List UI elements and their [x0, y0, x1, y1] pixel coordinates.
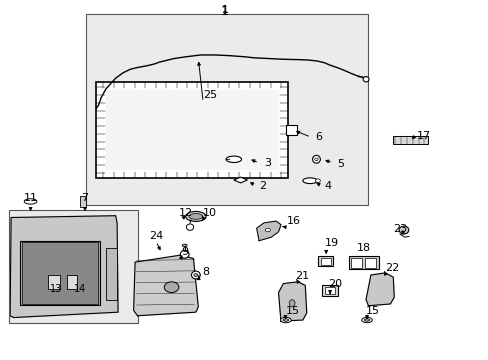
Ellipse shape: [312, 156, 320, 163]
Bar: [106, 90, 278, 170]
Text: 21: 21: [294, 271, 308, 281]
Ellipse shape: [186, 224, 193, 230]
Bar: [322, 285, 337, 296]
Ellipse shape: [398, 226, 408, 234]
Bar: [80, 196, 86, 207]
Text: 15: 15: [285, 306, 300, 316]
Ellipse shape: [364, 319, 369, 321]
Text: 17: 17: [416, 131, 430, 141]
Bar: [365, 257, 375, 267]
Text: 7: 7: [81, 193, 88, 203]
Text: 10: 10: [203, 207, 217, 217]
Text: 16: 16: [287, 216, 301, 226]
Ellipse shape: [191, 271, 200, 279]
Ellipse shape: [280, 318, 290, 323]
Ellipse shape: [185, 211, 205, 221]
Bar: [324, 287, 335, 294]
Ellipse shape: [314, 158, 318, 161]
Ellipse shape: [194, 274, 198, 276]
Polygon shape: [256, 221, 281, 241]
Polygon shape: [10, 216, 118, 318]
Ellipse shape: [283, 319, 288, 321]
Text: 1: 1: [221, 5, 228, 18]
Ellipse shape: [225, 156, 241, 162]
Text: 20: 20: [327, 279, 341, 289]
Text: 11: 11: [23, 193, 38, 203]
Polygon shape: [366, 273, 393, 306]
Ellipse shape: [302, 178, 317, 184]
Ellipse shape: [180, 250, 189, 258]
Text: 23: 23: [392, 224, 407, 234]
Bar: [47, 275, 60, 289]
Text: 18: 18: [356, 243, 370, 253]
Bar: [320, 257, 330, 265]
Text: 14: 14: [74, 284, 86, 294]
Text: 5: 5: [336, 159, 343, 169]
Bar: [67, 275, 77, 289]
Ellipse shape: [24, 199, 37, 204]
Text: 15: 15: [365, 306, 379, 316]
Ellipse shape: [189, 213, 202, 219]
Text: 19: 19: [325, 238, 338, 248]
Polygon shape: [278, 282, 306, 321]
Ellipse shape: [164, 282, 179, 293]
Ellipse shape: [288, 300, 294, 307]
Ellipse shape: [315, 179, 320, 183]
Text: 3: 3: [264, 158, 270, 168]
Bar: [106, 248, 116, 300]
Text: 9: 9: [181, 247, 188, 257]
Text: 1: 1: [221, 5, 228, 15]
Bar: [20, 241, 100, 305]
Ellipse shape: [265, 228, 270, 232]
Text: 6: 6: [314, 132, 321, 142]
Bar: [285, 125, 296, 135]
Text: 25: 25: [203, 90, 217, 100]
Bar: [9, 210, 137, 323]
Ellipse shape: [182, 244, 187, 247]
Text: 22: 22: [385, 263, 399, 273]
Polygon shape: [233, 177, 247, 183]
Bar: [22, 242, 98, 303]
Bar: [392, 136, 427, 144]
Bar: [351, 257, 362, 267]
Bar: [86, 14, 368, 205]
Ellipse shape: [363, 77, 368, 82]
Text: 13: 13: [50, 284, 62, 294]
Text: 8: 8: [202, 267, 209, 277]
Bar: [318, 256, 332, 266]
Bar: [348, 256, 378, 269]
Text: 4: 4: [324, 181, 331, 191]
Text: 12: 12: [179, 207, 193, 217]
Polygon shape: [133, 255, 198, 316]
Bar: [96, 82, 287, 178]
Text: 24: 24: [148, 231, 163, 241]
Text: 2: 2: [259, 181, 265, 191]
Ellipse shape: [361, 318, 372, 323]
